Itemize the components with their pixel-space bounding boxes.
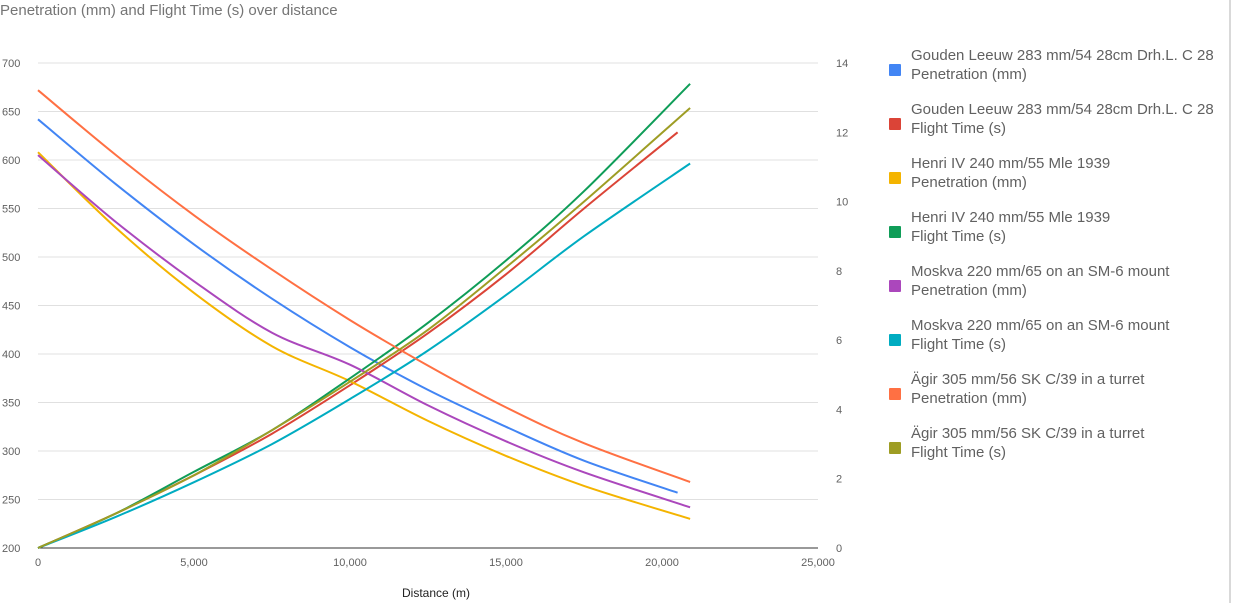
left-tick-label: 400 <box>2 349 20 361</box>
series-line <box>37 154 691 509</box>
legend-swatch <box>889 280 901 292</box>
gridlines <box>38 62 818 549</box>
legend-label: Ägir 305 mm/56 SK C/39 in a turret Flight… <box>911 424 1144 462</box>
series-line <box>37 83 691 549</box>
legend-label: Gouden Leeuw 283 mm/54 28cm Drh.L. C 28 F… <box>911 100 1214 138</box>
legend-label-line: Gouden Leeuw 283 mm/54 28cm Drh.L. C 28 <box>911 101 1214 118</box>
series-lines <box>37 83 691 549</box>
right-tick-label: 2 <box>836 474 842 486</box>
chart-title: Penetration (mm) and Flight Time (s) ove… <box>0 2 338 19</box>
series-line <box>37 162 691 549</box>
x-tick-label: 0 <box>35 557 41 569</box>
legend-label-line: Penetration (mm) <box>911 66 1027 83</box>
right-tick-label: 4 <box>836 404 842 416</box>
legend-item[interactable]: Gouden Leeuw 283 mm/54 28cm Drh.L. C 28 P… <box>889 46 1233 100</box>
legend-item[interactable]: Henri IV 240 mm/55 Mle 1939 Penetration (… <box>889 154 1233 208</box>
left-tick-label: 300 <box>2 446 20 458</box>
legend-item[interactable]: Henri IV 240 mm/55 Mle 1939 Flight Time (… <box>889 208 1233 262</box>
legend-label: Henri IV 240 mm/55 Mle 1939 Penetration (… <box>911 154 1110 192</box>
x-tick-label: 20,000 <box>645 557 679 569</box>
left-tick-label: 700 <box>2 58 20 70</box>
legend-label-line: Henri IV 240 mm/55 Mle 1939 <box>911 155 1111 172</box>
legend-label-line: Moskva 220 mm/65 on an SM-6 mount <box>911 263 1170 280</box>
right-tick-label: 12 <box>836 127 848 139</box>
chart-legend: Gouden Leeuw 283 mm/54 28cm Drh.L. C 28 P… <box>889 46 1233 478</box>
legend-label-line: Ägir 305 mm/56 SK C/39 in a turret <box>911 371 1145 388</box>
legend-label: Moskva 220 mm/65 on an SM-6 mount Flight … <box>911 316 1169 354</box>
x-tick-label: 5,000 <box>180 557 208 569</box>
left-tick-label: 600 <box>2 155 20 167</box>
legend-label-line: Penetration (mm) <box>911 390 1027 407</box>
legend-label: Ägir 305 mm/56 SK C/39 in a turret Penetr… <box>911 370 1144 408</box>
legend-label-line: Henri IV 240 mm/55 Mle 1939 <box>911 209 1111 226</box>
left-tick-label: 250 <box>2 495 20 507</box>
right-axis-ticks: 0 2 4 6 8 10 12 14 <box>836 58 848 555</box>
legend-swatch <box>889 64 901 76</box>
legend-swatch <box>889 388 901 400</box>
left-tick-label: 650 <box>2 107 20 119</box>
series-line <box>37 118 678 494</box>
left-tick-label: 350 <box>2 398 20 410</box>
series-line <box>37 89 691 483</box>
right-tick-label: 0 <box>836 543 842 555</box>
left-tick-label: 500 <box>2 252 20 264</box>
legend-item[interactable]: Moskva 220 mm/65 on an SM-6 mount Penetra… <box>889 262 1233 316</box>
legend-swatch <box>889 118 901 130</box>
legend-label: Moskva 220 mm/65 on an SM-6 mount Penetra… <box>911 262 1169 300</box>
legend-label: Henri IV 240 mm/55 Mle 1939 Flight Time (… <box>911 208 1110 246</box>
right-tick-label: 8 <box>836 266 842 278</box>
legend-label-line: Flight Time (s) <box>911 444 1007 461</box>
x-tick-label: 15,000 <box>489 557 523 569</box>
legend-swatch <box>889 226 901 238</box>
legend-label-line: Flight Time (s) <box>911 120 1007 137</box>
left-tick-label: 550 <box>2 204 20 216</box>
x-axis-ticks: 0 5,000 10,000 15,000 20,000 25,000 <box>35 557 835 569</box>
x-tick-label: 25,000 <box>801 557 835 569</box>
legend-swatch <box>889 172 901 184</box>
legend-label-line: Ägir 305 mm/56 SK C/39 in a turret <box>911 425 1145 442</box>
right-tick-label: 10 <box>836 197 848 209</box>
legend-item[interactable]: Ägir 305 mm/56 SK C/39 in a turret Flight… <box>889 424 1233 478</box>
legend-label-line: Penetration (mm) <box>911 174 1027 191</box>
x-tick-label: 10,000 <box>333 557 367 569</box>
legend-label-line: Flight Time (s) <box>911 228 1007 245</box>
legend-item[interactable]: Ägir 305 mm/56 SK C/39 in a turret Penetr… <box>889 370 1233 424</box>
left-tick-label: 450 <box>2 301 20 313</box>
right-tick-label: 6 <box>836 335 842 347</box>
left-tick-label: 200 <box>2 543 20 555</box>
series-line <box>37 107 691 549</box>
legend-label: Gouden Leeuw 283 mm/54 28cm Drh.L. C 28 P… <box>911 46 1214 84</box>
legend-item[interactable]: Gouden Leeuw 283 mm/54 28cm Drh.L. C 28 F… <box>889 100 1233 154</box>
right-tick-label: 14 <box>836 58 848 70</box>
legend-swatch <box>889 442 901 454</box>
legend-swatch <box>889 334 901 346</box>
legend-label-line: Gouden Leeuw 283 mm/54 28cm Drh.L. C 28 <box>911 47 1214 64</box>
legend-label-line: Penetration (mm) <box>911 282 1027 299</box>
legend-label-line: Moskva 220 mm/65 on an SM-6 mount <box>911 317 1170 334</box>
legend-label-line: Flight Time (s) <box>911 336 1007 353</box>
x-axis-title: Distance (m) <box>402 586 470 600</box>
left-axis-ticks: 200 250 300 350 400 450 500 550 600 650 700 <box>2 58 20 555</box>
legend-item[interactable]: Moskva 220 mm/65 on an SM-6 mount Flight … <box>889 316 1233 370</box>
